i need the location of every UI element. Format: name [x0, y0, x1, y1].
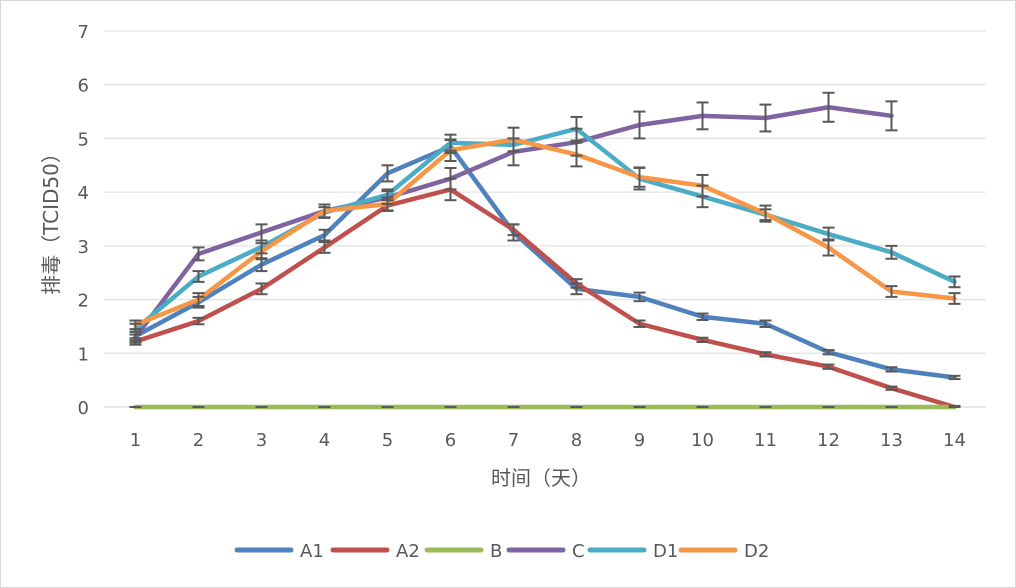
x-tick-label: 11 [754, 430, 777, 451]
x-tick-label: 5 [382, 430, 393, 451]
error-bar-A1 [885, 366, 898, 373]
error-bar-D2 [885, 285, 898, 298]
x-tick-label: 7 [508, 430, 519, 451]
error-bar-D2 [570, 141, 583, 168]
error-bar-A1 [948, 374, 961, 381]
x-tick-label: 1 [130, 430, 141, 451]
error-bar-C [633, 110, 646, 140]
x-axis-title: 时间（天） [491, 466, 591, 490]
y-tick-label: 6 [78, 76, 89, 97]
x-tick-label: 8 [571, 430, 582, 451]
y-tick-label: 3 [78, 237, 89, 258]
legend-label: D1 [653, 541, 678, 562]
x-tick-label: 4 [319, 430, 330, 451]
legend-label: A2 [396, 541, 420, 562]
error-bar-D1 [948, 275, 961, 289]
error-bar-D2 [444, 138, 457, 162]
error-bar-A2 [192, 316, 205, 326]
legend-label: D2 [744, 541, 769, 562]
error-bar-A2 [255, 282, 268, 296]
series-lines [133, 105, 957, 410]
y-tick-label: 7 [78, 22, 89, 43]
error-bar-A2 [633, 319, 646, 328]
legend-item-A1: A1 [234, 541, 324, 562]
series-line-D2 [133, 137, 957, 328]
error-bar-C [822, 91, 835, 123]
error-bar-A1 [381, 164, 394, 183]
error-bar-D2 [129, 319, 142, 331]
legend-item-D1: D1 [587, 541, 678, 562]
error-bar-A1 [633, 291, 646, 303]
y-tick-label: 5 [78, 129, 89, 150]
legend: A1 A2 B C D1 D2 [234, 541, 769, 562]
legend-label: C [572, 541, 585, 562]
error-bar-C [192, 246, 205, 262]
error-bar-A2 [696, 336, 709, 344]
y-tick-label: 1 [78, 344, 89, 365]
error-bar-D1 [570, 115, 583, 142]
error-bar-A1 [318, 228, 331, 242]
error-bar-D2 [948, 292, 961, 305]
error-bar-C [696, 101, 709, 131]
error-bar-A2 [318, 241, 331, 254]
x-tick-label: 6 [445, 430, 456, 451]
legend-label: B [490, 541, 502, 562]
x-tick-label: 14 [943, 430, 966, 451]
series-line-D1 [133, 126, 957, 332]
error-bar-C [444, 166, 457, 191]
x-tick-label: 10 [691, 430, 714, 451]
error-bar-D2 [696, 173, 709, 198]
legend-item-D2: D2 [678, 541, 769, 562]
error-bar-A1 [759, 319, 772, 328]
error-bars [129, 91, 961, 408]
y-tick-label: 2 [78, 291, 89, 312]
error-bar-D2 [822, 238, 835, 257]
error-bar-D1 [192, 270, 205, 283]
error-bar-A1 [822, 349, 835, 356]
error-bar-D2 [255, 242, 268, 261]
legend-label: A1 [300, 541, 324, 562]
series-line-A2 [133, 187, 957, 410]
error-bar-D2 [192, 292, 205, 308]
gridlines [104, 30, 986, 408]
error-bar-A2 [759, 351, 772, 358]
y-tick-label: 4 [78, 183, 89, 204]
legend-item-C: C [506, 541, 585, 562]
error-bar-A1 [696, 312, 709, 321]
error-bar-D2 [381, 196, 394, 212]
series-line-A1 [133, 144, 957, 380]
y-tick-label: 0 [78, 398, 89, 419]
error-bar-D2 [318, 203, 331, 219]
legend-item-A2: A2 [330, 541, 420, 562]
x-tick-label: 12 [817, 430, 840, 451]
x-tick-label: 9 [634, 430, 645, 451]
error-bar-C [885, 100, 898, 132]
legend-item-B: B [424, 541, 502, 562]
error-bar-D2 [633, 166, 646, 188]
error-bar-A2 [885, 385, 898, 391]
error-bar-D2 [759, 204, 772, 223]
y-tick-labels: 0 1 2 3 4 5 6 7 [78, 22, 89, 419]
error-bar-A2 [570, 278, 583, 289]
error-bar-D2 [507, 126, 520, 153]
error-bar-D1 [885, 244, 898, 260]
error-bar-A2 [822, 363, 835, 370]
x-tick-label: 13 [880, 430, 903, 451]
error-bar-C [759, 103, 772, 133]
x-tick-labels: 1 2 3 4 5 6 7 8 9 10 11 12 13 14 [130, 430, 966, 451]
x-tick-label: 2 [193, 430, 204, 451]
x-tick-label: 3 [256, 430, 267, 451]
y-axis-title: 排毒（TCID50） [39, 143, 63, 295]
error-bar-A2 [507, 223, 520, 237]
